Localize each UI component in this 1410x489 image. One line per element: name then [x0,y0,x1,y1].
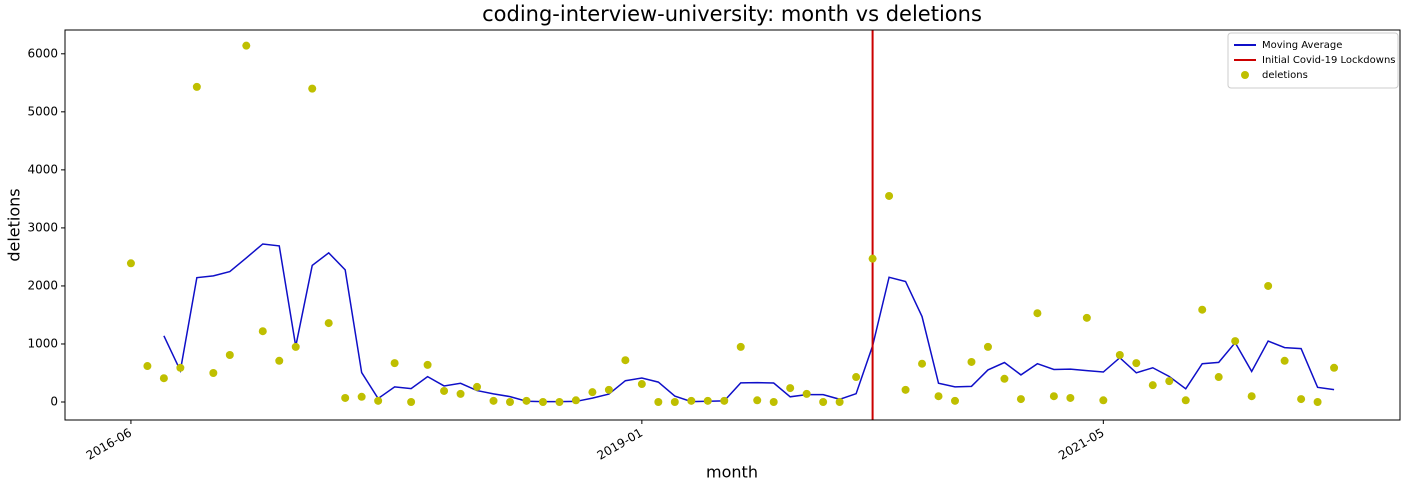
scatter-point [341,393,350,402]
scatter-point [473,382,482,391]
scatter-point [1000,374,1009,383]
scatter-point [555,398,564,407]
plot-frame [64,29,1401,421]
scatter-point [720,396,729,405]
scatter-point [440,386,449,395]
scatter-point [258,327,267,336]
scatter-point [506,398,514,407]
moving-average-line [163,243,1335,403]
scatter-point [1214,373,1223,382]
x-tick-label: 2016-06 [84,426,134,463]
scatter-point [225,351,234,359]
scatter-point [1099,396,1108,405]
scatter-point [1330,363,1339,372]
scatter-point [819,398,828,407]
scatter-point [374,396,383,405]
y-tick-label: 4000 [27,162,58,176]
legend-swatch [1241,71,1249,79]
x-axis-label: month [706,463,758,482]
scatter-point [918,359,927,368]
scatter-point [885,191,894,200]
scatter-point [951,396,959,405]
scatter-point [1049,392,1058,401]
scatter-point [1082,313,1091,322]
scatter-point [967,357,976,366]
chart-title: coding-interview-university: month vs de… [482,2,982,26]
scatter-point [192,82,201,91]
scatter-point [769,398,778,407]
legend-label: Initial Covid-19 Lockdowns [1262,55,1396,66]
scatter-point [357,392,366,401]
scatter-point [1280,356,1289,365]
scatter-point [1264,281,1273,290]
scatter-point [126,259,135,268]
scatter-point [275,356,284,365]
scatter-point [736,342,745,351]
scatter-point [687,396,696,405]
scatter-point [1198,305,1207,314]
scatter-point [1016,395,1025,404]
scatter-point [1231,337,1240,346]
scatter-point [407,398,416,407]
scatter-point [588,388,597,397]
legend-label: deletions [1262,70,1308,81]
scatter-point [324,319,333,328]
scatter-point [934,392,943,401]
y-tick-label: 3000 [27,220,58,234]
scatter-point [209,368,218,377]
scatter-point [522,396,531,405]
scatter-point [868,254,877,263]
scatter-point [654,398,663,407]
scatter-point [835,398,844,407]
y-tick-label: 0 [50,395,58,409]
scatter-point [242,41,251,50]
scatter-point [1313,398,1322,407]
scatter-point [390,359,399,368]
x-tick-label: 2021-05 [1056,426,1106,463]
scatter-point [1033,309,1042,318]
scatter-point [1148,381,1157,390]
scatter-point [670,398,679,407]
scatter-point [802,389,811,398]
scatter-point [604,385,613,394]
scatter-point [753,396,762,405]
legend: Moving Average Initial Covid-19 Lockdowns… [1227,32,1399,89]
scatter-point [143,362,152,371]
y-axis-label: deletions [5,188,24,261]
x-tick-label: 2019-01 [595,426,645,463]
y-tick-label: 5000 [27,104,58,118]
scatter-point [159,374,168,383]
scatter-point [786,384,795,393]
y-tick-label: 2000 [27,278,58,292]
scatter-point [176,363,185,372]
scatter-point [1297,395,1306,404]
scatter-point [1247,392,1256,401]
scatter-point [489,396,498,405]
scatter-point [637,380,646,389]
scatter-point [308,84,317,93]
scatter-point [1066,393,1075,402]
legend-label: Moving Average [1262,40,1342,51]
scatter-point [621,356,630,365]
scatter-point [423,360,432,369]
y-tick-label: 1000 [27,336,58,350]
scatter-point [291,342,300,351]
scatter-point [983,342,992,351]
scatter-point [1181,396,1190,405]
scatter-point [1132,359,1141,368]
scatter-point [571,396,580,405]
legend-frame [1227,32,1399,89]
scatter-point [901,385,910,394]
scatter-point [1165,377,1174,386]
y-tick-label: 6000 [27,46,58,60]
scatter-point [852,373,861,382]
scatter-point [538,398,547,407]
scatter-point [703,396,712,405]
scatter-point [1115,351,1124,359]
scatter-point [456,389,465,398]
